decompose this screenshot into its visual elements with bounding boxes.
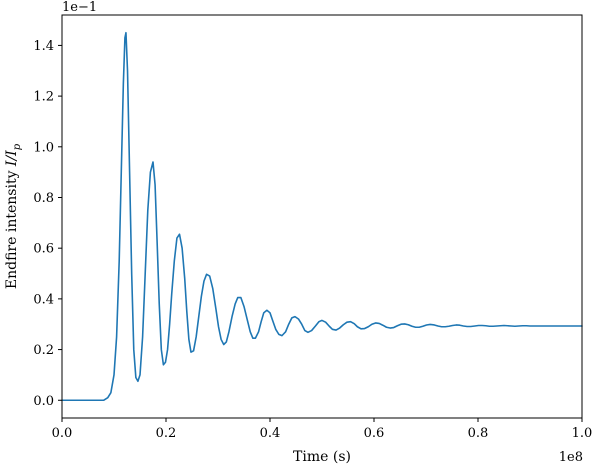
y-tick-label: 0.4 (33, 292, 54, 307)
x-tick-label: 0.2 (156, 426, 177, 441)
plot-area (61, 31, 583, 402)
x-tick-label: 0.0 (52, 426, 73, 441)
y-axis-offset-label: 1e−1 (62, 0, 97, 15)
x-tick-label: 0.8 (468, 426, 489, 441)
x-axis-offset-label: 1e8 (559, 450, 583, 465)
x-tick-label: 0.4 (260, 426, 281, 441)
axes-frame (61, 14, 583, 419)
y-axis-label: Endfire intensity I/Ip (4, 143, 23, 289)
y-tick-label: 0.2 (33, 343, 54, 358)
y-tick-label: 0.6 (33, 242, 54, 257)
y-tick-label: 0.0 (33, 394, 54, 409)
series-line-0 (61, 31, 583, 402)
x-tick-label: 0.6 (364, 426, 385, 441)
x-axis-ticks: 0.0 0.2 0.4 0.6 0.8 1.0 (52, 418, 593, 441)
y-axis-ticks: 0.0 0.2 0.4 0.6 0.8 1.0 1.2 1.4 (33, 39, 62, 409)
y-tick-label: 1.0 (33, 140, 54, 155)
y-tick-label: 1.2 (33, 90, 54, 105)
y-tick-label: 1.4 (33, 39, 54, 54)
x-axis-label: Time (s) (293, 449, 351, 465)
x-tick-label: 1.0 (572, 426, 593, 441)
y-tick-label: 0.8 (33, 191, 54, 206)
